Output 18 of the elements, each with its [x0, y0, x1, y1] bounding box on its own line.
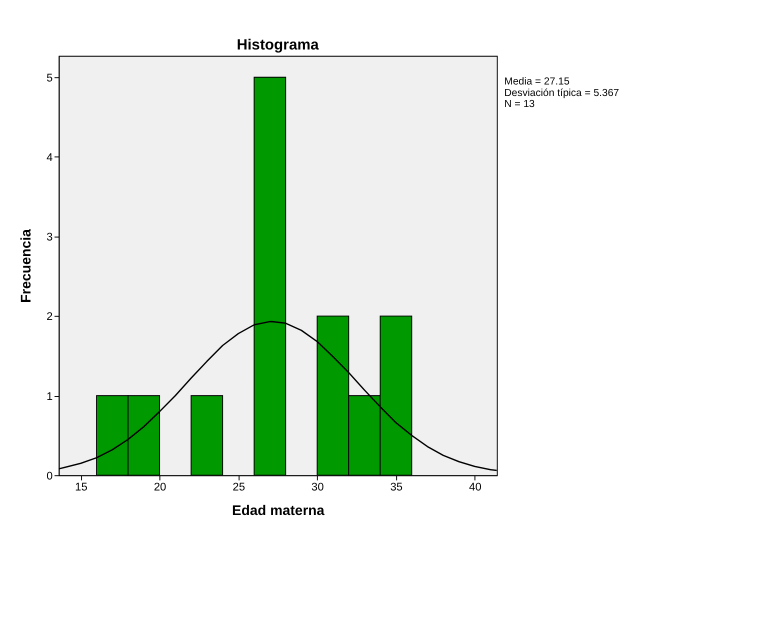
y-tick-label: 2 [46, 311, 53, 324]
x-tick-label: 15 [75, 482, 88, 494]
text: Media = 27.15 [504, 76, 570, 88]
chart-title: Histograma [236, 37, 320, 54]
x-tick-label: 30 [311, 482, 324, 494]
y-tick-label: 0 [46, 470, 53, 482]
x-tick-label: 20 [154, 482, 166, 494]
x-tick-label: 25 [232, 482, 246, 494]
y-tick-label: 1 [46, 390, 53, 403]
x-tick-label: 40 [469, 482, 482, 494]
y-tick-label: 3 [46, 232, 53, 244]
y-axis-title: Frecuencia [18, 228, 34, 303]
text: Desviación típica = 5.367 [504, 88, 620, 99]
text: N = 13 [504, 99, 536, 110]
x-tick-label: 35 [390, 482, 403, 494]
x-axis-title: Edad materna [232, 502, 325, 518]
y-tick-label: 5 [46, 72, 53, 84]
y-tick-label: 4 [46, 152, 53, 164]
